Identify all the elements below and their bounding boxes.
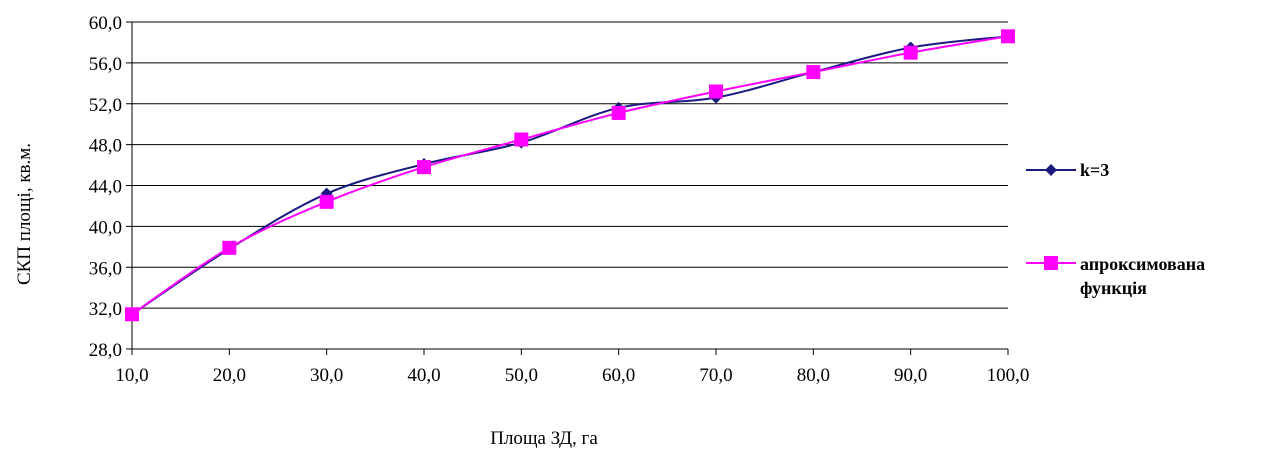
y-tick-label: 60,0	[89, 13, 122, 34]
y-tick-label: 44,0	[89, 177, 122, 198]
x-tick-label: 100,0	[987, 365, 1030, 386]
x-tick-label: 10,0	[115, 365, 148, 386]
legend-label-approx-line1: апроксимована	[1080, 254, 1205, 274]
data-point-approx	[611, 105, 626, 120]
y-tick-label: 48,0	[89, 136, 122, 157]
gridlines	[126, 21, 1008, 350]
series-lines	[131, 35, 1009, 316]
x-tick-label: 20,0	[213, 365, 246, 386]
data-point-approx	[903, 45, 918, 60]
legend-label-approx-line2: функція	[1080, 278, 1147, 298]
y-tick-labels: 28,0 32,0 36,0 40,0 44,0 48,0 52,0 56,0 60,0	[89, 13, 122, 361]
legend-marker-square	[1044, 256, 1058, 270]
y-tick-label: 52,0	[89, 95, 122, 116]
y-tick-label: 40,0	[89, 217, 122, 238]
data-point-approx	[417, 160, 431, 175]
y-tick-label: 32,0	[89, 299, 122, 320]
x-tick-labels: 10,0 20,0 30,0 40,0 50,0 60,0 70,0 80,0 90,0 100,…	[115, 365, 1029, 386]
data-point-approx	[125, 307, 139, 322]
legend: k=3 апроксимована функція	[1026, 160, 1205, 298]
data-point-approx	[806, 65, 821, 80]
x-tick-label: 40,0	[407, 365, 440, 386]
y-axis-title: СКП площі, кв.м.	[14, 143, 35, 285]
legend-label-k3: k=3	[1080, 160, 1109, 180]
x-tick-label: 30,0	[310, 365, 343, 386]
legend-marker-diamond	[1045, 164, 1057, 176]
data-point-approx	[222, 240, 237, 255]
data-point-approx	[709, 84, 723, 99]
x-tick-label: 70,0	[699, 365, 732, 386]
data-point-approx	[514, 132, 529, 147]
series-line-approx	[131, 35, 1009, 316]
x-axis-title: Площа ЗД, га	[490, 428, 598, 449]
series-markers	[125, 29, 1015, 322]
x-tick-label: 90,0	[894, 365, 927, 386]
y-tick-label: 56,0	[89, 54, 122, 75]
series-line-k3	[131, 35, 1009, 316]
x-tick-label: 60,0	[602, 365, 635, 386]
data-point-approx	[1001, 29, 1015, 44]
y-tick-label: 28,0	[89, 340, 122, 361]
data-point-approx	[319, 194, 334, 209]
y-tick-label: 36,0	[89, 258, 122, 279]
axes	[131, 22, 1009, 355]
x-tick-label: 50,0	[505, 365, 538, 386]
legend-entry-k3: k=3	[1026, 160, 1109, 180]
legend-entry-approx: апроксимована функція	[1026, 254, 1205, 298]
x-tick-label: 80,0	[797, 365, 830, 386]
